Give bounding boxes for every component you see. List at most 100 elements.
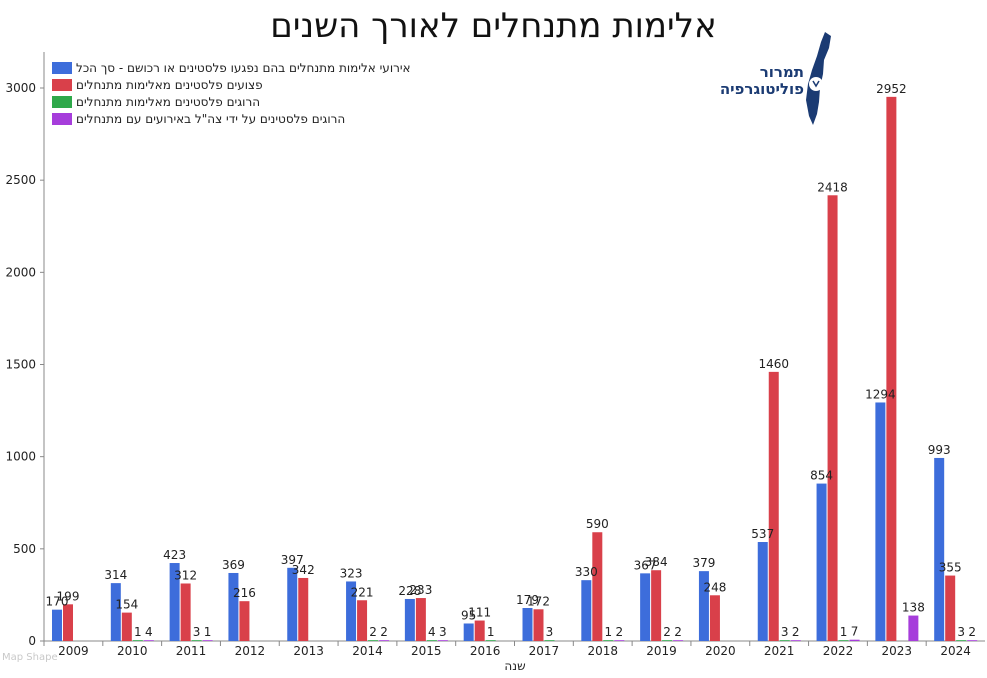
bar-value-label: 221 (351, 585, 374, 599)
bar-1-2019[interactable] (640, 573, 651, 641)
bar-2-2014[interactable] (357, 600, 368, 641)
bar-3-2015[interactable] (426, 640, 437, 641)
bar-3-2014[interactable] (368, 640, 379, 641)
x-tick-label: 2020 (705, 644, 736, 658)
bar-value-label: 1 (604, 625, 612, 639)
bar-2-2013[interactable] (298, 577, 309, 641)
legend-swatch (52, 62, 72, 74)
bar-value-label: 2 (663, 625, 671, 639)
bar-1-2014[interactable] (346, 581, 357, 641)
bar-4-2019[interactable] (673, 640, 684, 641)
bar-1-2017[interactable] (522, 608, 533, 641)
x-tick-label: 2012 (235, 644, 266, 658)
bar-value-label: 170 (46, 595, 69, 609)
bar-2-2024[interactable] (945, 575, 956, 641)
bar-3-2021[interactable] (779, 640, 790, 641)
bar-1-2013[interactable] (287, 567, 298, 641)
bar-value-label: 342 (292, 563, 315, 577)
bar-2-2021[interactable] (768, 371, 779, 641)
bar-value-label: 3 (781, 625, 789, 639)
bar-4-2024[interactable] (967, 640, 978, 641)
bar-2-2009[interactable] (63, 604, 73, 641)
y-tick-label: 500 (13, 542, 36, 556)
bar-value-label: 355 (939, 561, 962, 575)
bar-2-2017[interactable] (533, 609, 544, 641)
y-tick-label: 3000 (5, 81, 36, 95)
bar-value-label: 537 (751, 527, 774, 541)
bar-value-label: 1460 (758, 357, 789, 371)
bar-2-2018[interactable] (592, 532, 603, 641)
x-tick-label: 2015 (411, 644, 442, 658)
bar-2-2022[interactable] (827, 195, 838, 642)
x-tick-label: 2022 (823, 644, 854, 658)
bar-value-label: 233 (409, 583, 432, 597)
bar-value-label: 248 (703, 580, 726, 594)
bar-value-label: 172 (527, 594, 550, 608)
bar-4-2021[interactable] (790, 640, 801, 641)
y-tick-label: 2000 (5, 265, 36, 279)
bar-value-label: 384 (645, 555, 668, 569)
bar-1-2009[interactable] (52, 609, 62, 641)
x-tick-label: 2016 (470, 644, 501, 658)
bar-1-2020[interactable] (698, 571, 709, 641)
bar-value-label: 1 (840, 625, 848, 639)
bar-value-label: 179 (516, 593, 539, 607)
bar-3-2019[interactable] (662, 640, 673, 641)
bar-1-2012[interactable] (228, 572, 239, 641)
bar-2-2015[interactable] (415, 598, 426, 641)
legend-item-label: פצועים פלסטינים מאלימות מתנחלים (76, 78, 263, 92)
bar-value-label: 95 (461, 608, 476, 622)
bar-3-2011[interactable] (191, 640, 202, 641)
bar-3-2022[interactable] (838, 640, 849, 641)
bar-3-2016[interactable] (485, 640, 496, 641)
bar-value-label: 138 (902, 601, 925, 615)
y-tick-label: 1500 (5, 358, 36, 372)
bar-3-2017[interactable] (544, 640, 555, 641)
y-tick-label: 1000 (5, 450, 36, 464)
bar-2-2012[interactable] (239, 601, 250, 641)
bar-4-2010[interactable] (143, 640, 154, 641)
x-tick-label: 2009 (58, 644, 89, 658)
legend-item-label: אירועי אלימות מתנחלים בהם נפגעו פלסטינים… (76, 61, 411, 75)
bar-3-2018[interactable] (603, 640, 614, 641)
x-tick-label: 2014 (352, 644, 383, 658)
bar-4-2015[interactable] (437, 640, 448, 641)
bar-2-2011[interactable] (180, 583, 191, 641)
bar-4-2011[interactable] (202, 640, 213, 641)
bar-1-2018[interactable] (581, 580, 592, 641)
bar-value-label: 7 (851, 625, 859, 639)
bar-4-2014[interactable] (379, 640, 390, 641)
bar-value-label: 2952 (876, 82, 907, 96)
x-tick-label: 2023 (882, 644, 913, 658)
page-title: אלימות מתנחלים לאורך השנים (270, 6, 717, 46)
bar-value-label: 314 (104, 568, 127, 582)
x-tick-label: 2021 (764, 644, 795, 658)
bar-1-2016[interactable] (463, 623, 474, 641)
bar-value-label: 3 (546, 625, 554, 639)
bar-2-2016[interactable] (474, 620, 485, 641)
bar-3-2024[interactable] (956, 640, 967, 641)
bar-3-2010[interactable] (132, 640, 143, 641)
bar-value-label: 3 (439, 625, 447, 639)
bar-4-2022[interactable] (849, 639, 860, 641)
bar-2-2023[interactable] (886, 96, 897, 641)
bar-1-2023[interactable] (875, 402, 886, 641)
x-tick-label: 2019 (646, 644, 677, 658)
bar-2-2020[interactable] (709, 595, 720, 641)
bar-4-2018[interactable] (614, 640, 625, 641)
bar-value-label: 993 (928, 443, 951, 457)
bar-1-2010[interactable] (110, 583, 121, 641)
bar-4-2023[interactable] (908, 615, 919, 641)
bar-1-2011[interactable] (169, 563, 180, 641)
bar-value-label: 4 (145, 625, 153, 639)
bar-2-2010[interactable] (121, 612, 132, 641)
bar-1-2021[interactable] (757, 542, 768, 641)
bar-1-2015[interactable] (404, 598, 415, 641)
bar-value-label: 2 (369, 625, 377, 639)
bar-1-2024[interactable] (934, 457, 945, 641)
bar-2-2019[interactable] (651, 570, 662, 641)
x-tick-label: 2017 (529, 644, 560, 658)
chart-legend[interactable]: אירועי אלימות מתנחלים בהם נפגעו פלסטינים… (52, 61, 411, 126)
bar-1-2022[interactable] (816, 483, 827, 641)
